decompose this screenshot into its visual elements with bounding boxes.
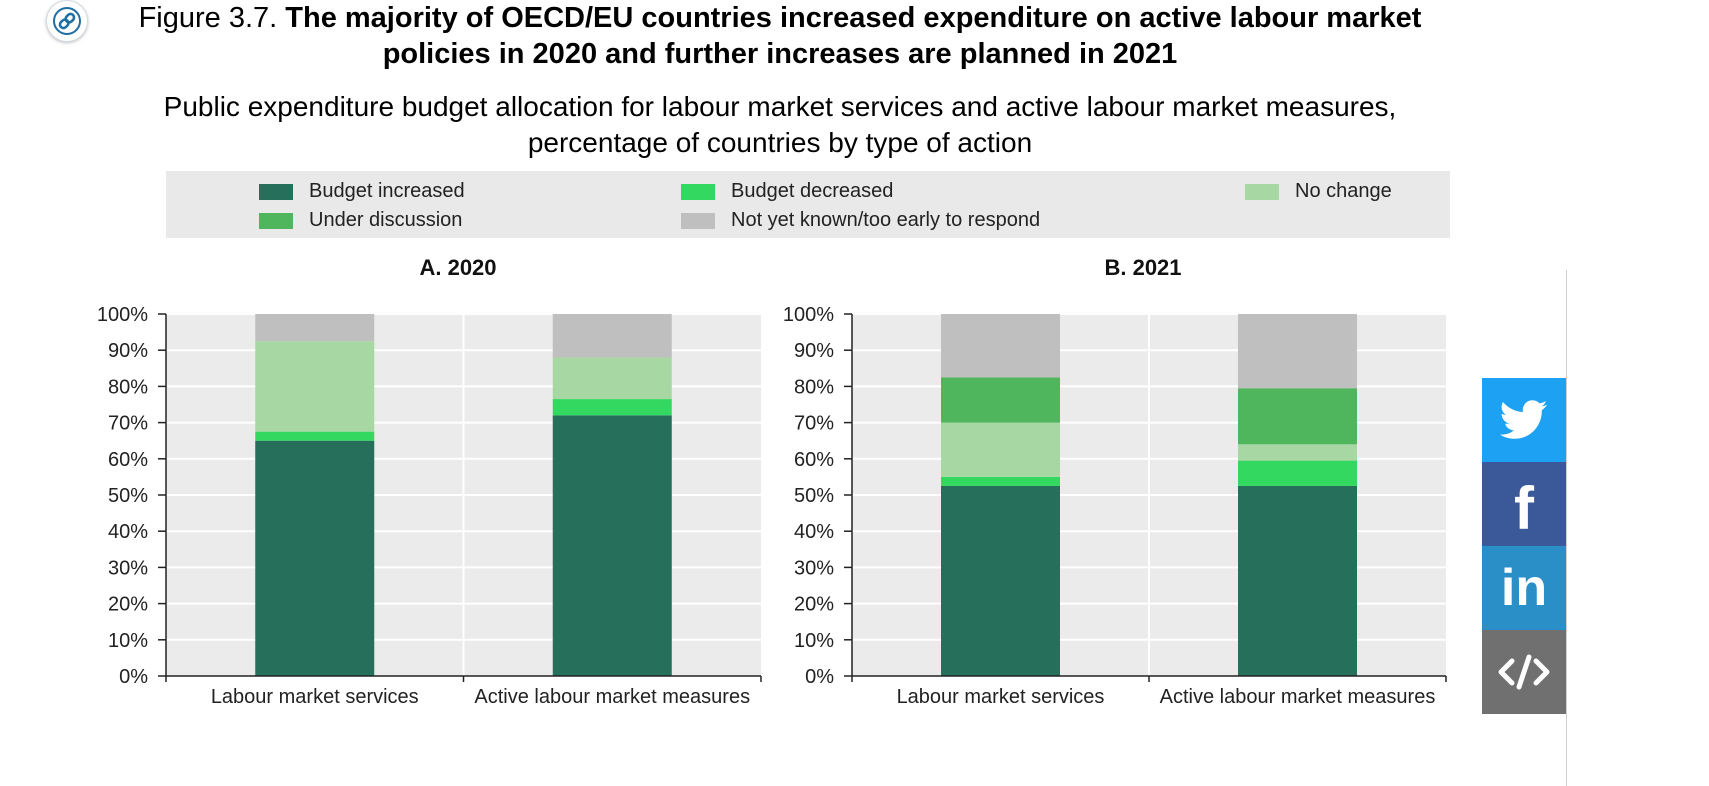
figure-subtitle: Public expenditure budget allocation for…	[163, 91, 1397, 158]
y-tick-label: 0%	[119, 666, 148, 688]
x-tick-label: Active labour market measures	[474, 686, 750, 708]
legend-item-not-yet-known: Not yet known/too early to respond	[681, 209, 1040, 232]
bar-segment-no-change	[1238, 444, 1357, 461]
legend-label: No change	[1295, 180, 1392, 202]
bar-segment-budget-decreased	[255, 431, 375, 441]
twitter-icon	[1500, 400, 1548, 439]
y-tick-label: 30%	[794, 557, 834, 579]
bar-segment-not-yet-known-too-early-to-respond	[941, 314, 1060, 378]
bar-segment-budget-increased	[255, 440, 375, 676]
y-tick-label: 80%	[794, 376, 834, 398]
legend-item-budget-increased: Budget increased	[259, 180, 465, 203]
embed-code-button[interactable]	[1482, 630, 1566, 714]
facebook-share-button[interactable]: f	[1482, 462, 1566, 546]
y-tick-label: 70%	[794, 413, 834, 435]
y-tick-label: 60%	[108, 449, 148, 471]
y-tick-label: 50%	[108, 485, 148, 507]
footnote-clipped	[130, 716, 1450, 724]
bar-segment-under-discussion	[941, 377, 1060, 423]
x-tick-label: Labour market services	[897, 686, 1105, 708]
legend-label: Budget decreased	[731, 180, 894, 202]
x-tick-label: Labour market services	[211, 686, 419, 708]
legend-item-no-change: No change	[1245, 180, 1392, 203]
facebook-icon: f	[1514, 475, 1534, 542]
y-tick-label: 90%	[794, 340, 834, 362]
bar-segment-budget-increased	[941, 485, 1060, 676]
bar-segment-under-discussion	[1238, 388, 1357, 445]
linkedin-share-button[interactable]: in	[1482, 546, 1566, 630]
figure-title-text: The majority of OECD/EU countries increa…	[285, 2, 1422, 70]
legend-label: Not yet known/too early to respond	[731, 209, 1041, 231]
legend-item-under-discussion: Under discussion	[259, 209, 462, 232]
bar-segment-budget-decreased	[941, 476, 1060, 486]
bar-segment-not-yet-known-too-early-to-respond	[552, 314, 672, 358]
y-tick-label: 10%	[108, 630, 148, 652]
bar-segment-budget-decreased	[1238, 460, 1357, 486]
y-tick-label: 30%	[108, 557, 148, 579]
bar-segment-no-change	[941, 422, 1060, 477]
y-tick-label: 0%	[805, 666, 834, 688]
embed-code-icon	[1498, 654, 1550, 690]
figure-title: Figure 3.7. The majority of OECD/EU coun…	[110, 0, 1450, 72]
y-tick-label: 80%	[108, 376, 148, 398]
legend-swatch	[259, 212, 293, 229]
page-edge-divider	[1566, 270, 1567, 786]
panel-title: B. 2021	[1104, 255, 1181, 280]
panel-title: A. 2020	[419, 255, 496, 280]
figure-number: Figure 3.7.	[138, 2, 278, 34]
y-tick-label: 40%	[794, 521, 834, 543]
linkedin-icon: in	[1500, 559, 1548, 617]
legend-label: Under discussion	[309, 209, 463, 231]
legend-swatch	[681, 183, 715, 200]
legend: Budget increased Under discussion Budget…	[166, 171, 1450, 238]
legend-item-budget-decreased: Budget decreased	[681, 180, 893, 203]
twitter-share-button[interactable]	[1482, 378, 1566, 462]
y-tick-label: 50%	[794, 485, 834, 507]
y-tick-label: 90%	[108, 340, 148, 362]
y-tick-label: 10%	[794, 630, 834, 652]
legend-swatch	[1245, 183, 1279, 200]
bar-segment-budget-increased	[552, 415, 672, 676]
y-tick-label: 20%	[794, 594, 834, 616]
legend-swatch	[681, 212, 715, 229]
link-icon[interactable]	[46, 0, 88, 42]
bar-segment-no-change	[552, 357, 672, 400]
y-tick-label: 70%	[108, 413, 148, 435]
bar-segment-not-yet-known-too-early-to-respond	[1238, 314, 1357, 389]
bar-segment-budget-increased	[1238, 485, 1357, 676]
chart-panel-a: Labour market services Active labour mark…	[97, 255, 762, 708]
bar-segment-budget-decreased	[552, 399, 672, 416]
y-tick-label: 40%	[108, 521, 148, 543]
legend-swatch	[259, 183, 293, 200]
y-tick-label: 20%	[108, 594, 148, 616]
bar-segment-not-yet-known-too-early-to-respond	[255, 314, 375, 342]
x-tick-label: Active labour market measures	[1160, 686, 1436, 708]
charts-area: Labour market services Active labour mark…	[97, 255, 1447, 708]
y-tick-label: 100%	[783, 304, 834, 326]
bar-segment-no-change	[255, 341, 375, 432]
legend-label: Budget increased	[309, 180, 465, 202]
chart-panel-b: Labour market services Active labour mark…	[783, 255, 1447, 708]
y-tick-label: 100%	[97, 304, 148, 326]
y-tick-label: 60%	[794, 449, 834, 471]
